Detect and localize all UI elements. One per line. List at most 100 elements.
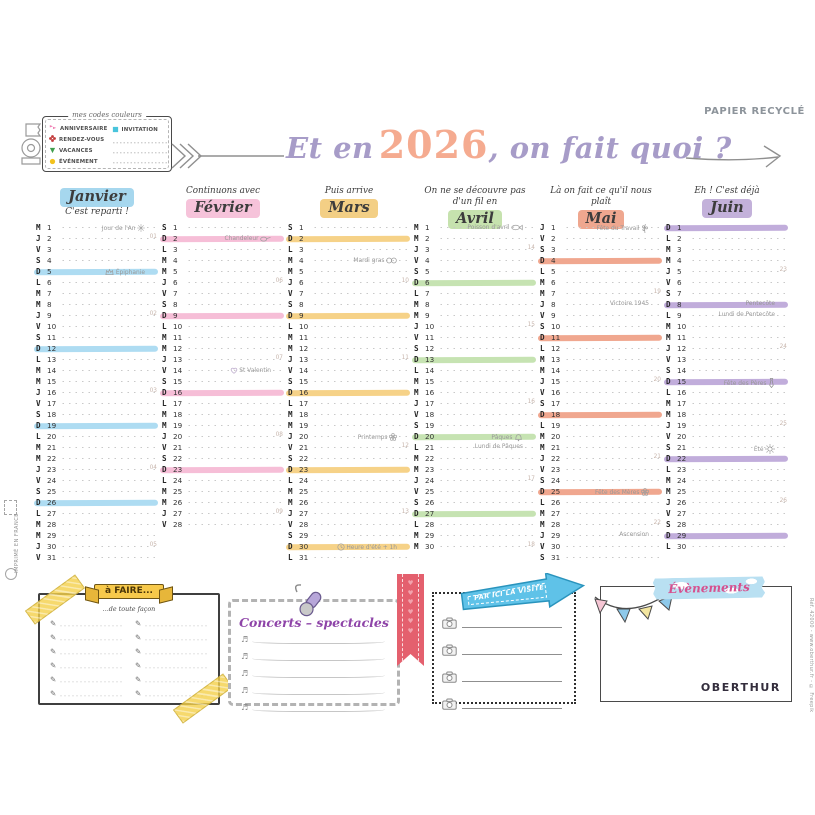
dotted-writing-line[interactable]	[564, 401, 661, 406]
dotted-writing-line[interactable]	[59, 664, 123, 670]
day-row[interactable]: D 23	[285, 464, 411, 475]
todo-line[interactable]: ✎	[50, 648, 123, 656]
concert-line[interactable]: ♬	[241, 670, 385, 678]
dotted-writing-line[interactable]	[690, 390, 787, 395]
day-row[interactable]: S 10	[540, 321, 662, 332]
writing-line[interactable]	[462, 673, 562, 682]
todo-line[interactable]: ✎	[50, 634, 123, 642]
day-row[interactable]: S 18	[36, 409, 158, 420]
day-row[interactable]: J 13 11	[288, 354, 410, 365]
dotted-writing-line[interactable]	[312, 555, 409, 560]
day-row[interactable]: S 24	[540, 475, 662, 486]
dotted-writing-line[interactable]	[312, 258, 409, 263]
day-row[interactable]: M 22	[414, 453, 536, 464]
todo-line[interactable]: ✎	[50, 620, 123, 628]
writing-line[interactable]	[252, 673, 385, 678]
dotted-writing-line[interactable]	[59, 622, 123, 628]
dotted-writing-line[interactable]	[690, 280, 787, 285]
day-row[interactable]: D 12	[33, 343, 159, 354]
dotted-writing-line[interactable]	[438, 324, 535, 329]
dotted-writing-line[interactable]	[186, 280, 283, 285]
dotted-writing-line[interactable]	[564, 511, 661, 516]
day-row[interactable]: M 23	[414, 464, 536, 475]
day-row[interactable]: V 20	[666, 431, 788, 442]
dotted-writing-line[interactable]	[564, 390, 661, 395]
dotted-writing-line[interactable]	[60, 533, 157, 538]
day-row[interactable]: L 9 Lundi de Pentecôte	[666, 310, 788, 321]
dotted-writing-line[interactable]	[564, 555, 661, 560]
day-row[interactable]: J 17 16	[414, 398, 536, 409]
dotted-writing-line[interactable]	[144, 664, 208, 670]
dotted-writing-line[interactable]	[60, 225, 157, 230]
dotted-writing-line[interactable]	[60, 324, 157, 329]
dotted-writing-line[interactable]	[690, 291, 787, 296]
day-row[interactable]: M 26	[288, 497, 410, 508]
day-row[interactable]: J 19 25	[666, 420, 788, 431]
dotted-writing-line[interactable]	[690, 401, 787, 406]
dotted-writing-line[interactable]	[438, 478, 535, 483]
dotted-writing-line[interactable]	[60, 302, 157, 307]
day-row[interactable]: D 20 Pâques	[411, 431, 537, 442]
day-row[interactable]: S 14	[666, 365, 788, 376]
day-row[interactable]: M 1 Poisson d'avril	[414, 222, 536, 233]
day-row[interactable]: L 24	[162, 475, 284, 486]
day-row[interactable]: L 14	[414, 365, 536, 376]
dotted-writing-line[interactable]	[186, 225, 283, 230]
day-row[interactable]: M 30 18	[414, 541, 536, 552]
dotted-writing-line[interactable]	[60, 313, 157, 318]
dotted-writing-line[interactable]	[312, 247, 409, 252]
day-row[interactable]: D 16	[285, 387, 411, 398]
dotted-writing-line[interactable]	[60, 544, 157, 549]
day-row[interactable]: M 7 19	[540, 288, 662, 299]
day-row[interactable]: M 18	[666, 409, 788, 420]
dotted-writing-line[interactable]	[186, 335, 283, 340]
dotted-writing-line[interactable]	[312, 423, 409, 428]
day-row[interactable]: L 12	[540, 343, 662, 354]
todo-line[interactable]: ✎	[135, 634, 208, 642]
day-row[interactable]: L 21 Lundi de Pâques	[414, 442, 536, 453]
dotted-writing-line[interactable]	[60, 445, 157, 450]
day-row[interactable]: D 13	[411, 354, 537, 365]
dotted-writing-line[interactable]	[564, 357, 661, 362]
dotted-writing-line[interactable]	[186, 478, 283, 483]
dotted-writing-line[interactable]	[59, 692, 123, 698]
dotted-writing-line[interactable]	[186, 456, 283, 461]
dotted-writing-line[interactable]	[690, 258, 787, 263]
day-row[interactable]: M 25	[666, 486, 788, 497]
dotted-writing-line[interactable]	[60, 456, 157, 461]
day-row[interactable]: D 5 Épiphanie	[33, 266, 159, 277]
day-row[interactable]: D 11	[537, 332, 663, 343]
day-row[interactable]: M 18	[288, 409, 410, 420]
dotted-writing-line[interactable]	[60, 247, 157, 252]
dotted-writing-line[interactable]	[564, 302, 661, 307]
day-row[interactable]: M 19	[162, 420, 284, 431]
day-row[interactable]: M 22	[36, 453, 158, 464]
dotted-writing-line[interactable]	[564, 368, 661, 373]
day-row[interactable]: J 27 13	[288, 508, 410, 519]
day-row[interactable]: V 23	[540, 464, 662, 475]
dotted-writing-line[interactable]	[144, 636, 208, 642]
dotted-writing-line[interactable]	[144, 650, 208, 656]
dotted-writing-line[interactable]	[690, 434, 787, 439]
dotted-writing-line[interactable]	[312, 401, 409, 406]
day-row[interactable]: L 20	[36, 431, 158, 442]
dotted-writing-line[interactable]	[60, 555, 157, 560]
day-row[interactable]: V 31	[36, 552, 158, 563]
day-row[interactable]: J 27 09	[162, 508, 284, 519]
dotted-writing-line[interactable]	[312, 269, 409, 274]
dotted-writing-line[interactable]	[186, 412, 283, 417]
day-row[interactable]: J 24 17	[414, 475, 536, 486]
day-row[interactable]: M 26	[162, 497, 284, 508]
concert-line[interactable]: ♬	[241, 653, 385, 661]
